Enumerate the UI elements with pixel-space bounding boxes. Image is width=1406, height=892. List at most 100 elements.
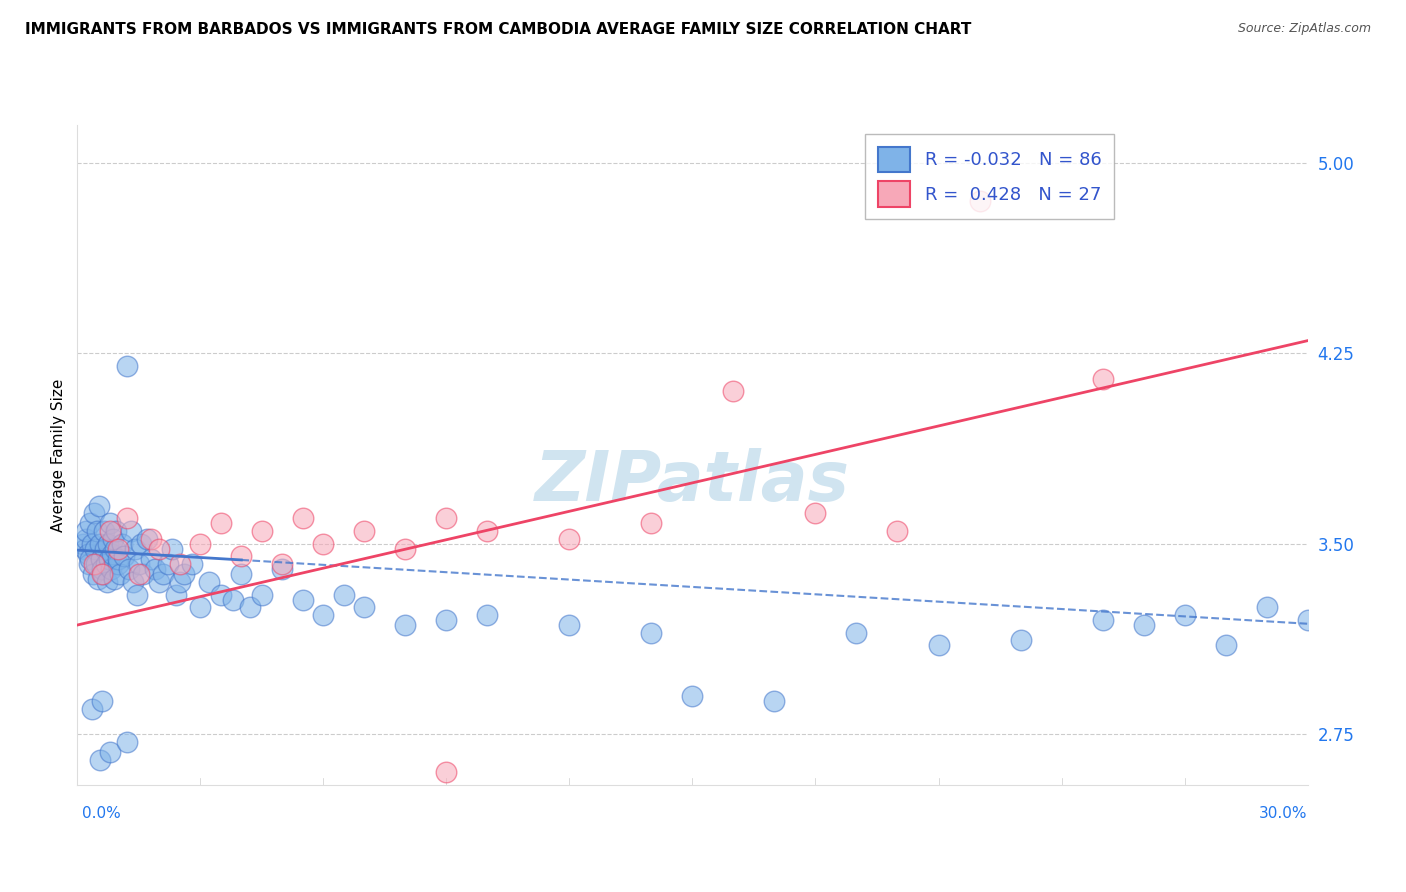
Point — [98, 552, 121, 566]
Point — [160, 541, 183, 556]
Point — [98, 516, 121, 531]
Point — [105, 524, 128, 538]
Point — [969, 194, 991, 208]
Point — [271, 562, 294, 576]
Point — [353, 524, 375, 538]
Point — [79, 516, 101, 531]
Point — [124, 541, 146, 556]
Point — [394, 541, 416, 556]
Point — [291, 592, 314, 607]
Point — [103, 572, 125, 586]
Point — [83, 557, 105, 571]
Point — [90, 694, 114, 708]
Point — [73, 541, 96, 556]
Point — [89, 753, 111, 767]
Point — [114, 549, 136, 564]
Point — [115, 359, 138, 373]
Point — [845, 625, 868, 640]
Point — [640, 625, 662, 640]
Point — [87, 499, 110, 513]
Point — [76, 547, 98, 561]
Point — [115, 511, 138, 525]
Point — [83, 506, 105, 520]
Point — [271, 557, 294, 571]
Point — [83, 541, 105, 556]
Point — [96, 574, 118, 589]
Point — [100, 562, 122, 576]
Point — [132, 567, 155, 582]
Point — [94, 557, 117, 571]
Point — [143, 562, 166, 576]
Point — [188, 537, 212, 551]
Point — [90, 567, 114, 582]
Point — [107, 552, 129, 566]
Point — [111, 537, 134, 551]
Point — [353, 600, 375, 615]
Y-axis label: Average Family Size: Average Family Size — [51, 378, 66, 532]
Point — [141, 532, 163, 546]
Point — [91, 567, 114, 582]
Point — [72, 537, 94, 551]
Point — [1091, 613, 1114, 627]
Point — [763, 694, 786, 708]
Point — [1010, 633, 1032, 648]
Text: 0.0%: 0.0% — [82, 806, 121, 821]
Point — [129, 537, 152, 551]
Point — [115, 735, 138, 749]
Point — [250, 588, 273, 602]
Point — [125, 588, 148, 602]
Point — [173, 567, 195, 582]
Point — [558, 618, 581, 632]
Point — [80, 537, 103, 551]
Point — [152, 567, 174, 582]
Point — [98, 745, 121, 759]
Point — [87, 572, 110, 586]
Point — [312, 537, 335, 551]
Point — [97, 537, 120, 551]
Text: 30.0%: 30.0% — [1260, 806, 1308, 821]
Point — [107, 541, 129, 556]
Point — [209, 516, 232, 531]
Point — [82, 567, 104, 582]
Point — [121, 574, 143, 589]
Text: ZIPatlas: ZIPatlas — [534, 448, 851, 515]
Point — [148, 574, 170, 589]
Point — [188, 600, 212, 615]
Point — [723, 384, 745, 399]
Point — [436, 511, 458, 525]
Point — [239, 600, 262, 615]
Point — [128, 557, 150, 571]
Point — [141, 552, 163, 566]
Text: IMMIGRANTS FROM BARBADOS VS IMMIGRANTS FROM CAMBODIA AVERAGE FAMILY SIZE CORRELA: IMMIGRANTS FROM BARBADOS VS IMMIGRANTS F… — [25, 22, 972, 37]
Legend: R = -0.032   N = 86, R =  0.428   N = 27: R = -0.032 N = 86, R = 0.428 N = 27 — [865, 134, 1114, 219]
Point — [181, 557, 204, 571]
Point — [120, 524, 142, 538]
Point — [84, 557, 107, 571]
Point — [79, 552, 101, 566]
Point — [169, 574, 191, 589]
Point — [222, 592, 245, 607]
Point — [93, 524, 115, 538]
Point — [117, 562, 139, 576]
Point — [1091, 372, 1114, 386]
Point — [77, 557, 100, 571]
Point — [107, 557, 129, 571]
Point — [804, 506, 827, 520]
Point — [1132, 618, 1154, 632]
Point — [148, 541, 170, 556]
Point — [75, 524, 97, 538]
Point — [682, 689, 704, 703]
Point — [886, 524, 908, 538]
Point — [94, 541, 117, 556]
Point — [197, 574, 219, 589]
Point — [312, 607, 335, 622]
Point — [640, 516, 662, 531]
Point — [250, 524, 273, 538]
Point — [209, 588, 232, 602]
Point — [89, 537, 111, 551]
Point — [436, 613, 458, 627]
Point — [1215, 638, 1237, 652]
Point — [1256, 600, 1278, 615]
Point — [169, 557, 191, 571]
Point — [98, 524, 121, 538]
